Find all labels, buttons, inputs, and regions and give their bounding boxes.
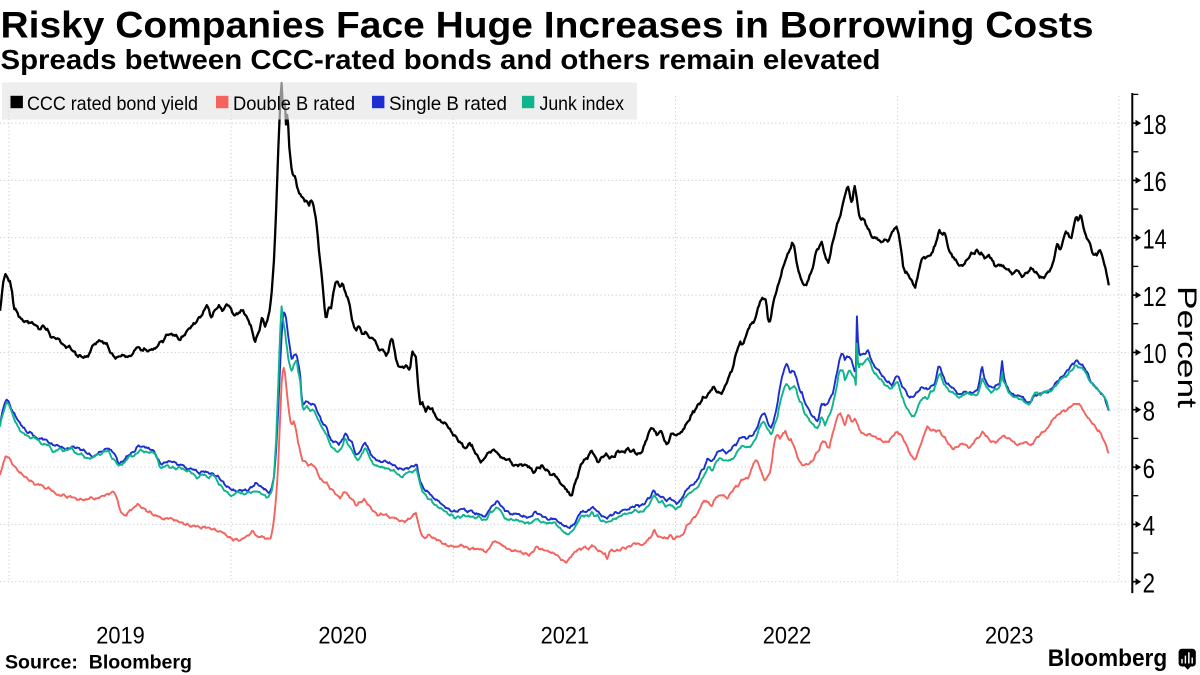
svg-text:2020: 2020 xyxy=(318,623,367,650)
svg-text:2019: 2019 xyxy=(96,623,145,650)
svg-text:CCC rated bond yield: CCC rated bond yield xyxy=(27,93,198,115)
svg-text:2023: 2023 xyxy=(985,623,1034,650)
svg-text:12: 12 xyxy=(1143,281,1167,312)
svg-text:Percent: Percent xyxy=(1172,286,1200,409)
svg-text:14: 14 xyxy=(1143,224,1167,255)
svg-text:Junk index: Junk index xyxy=(540,93,625,115)
svg-text:Source: Bloomberg: Source: Bloomberg xyxy=(5,651,192,673)
svg-text:2021: 2021 xyxy=(541,623,590,650)
svg-text:10: 10 xyxy=(1143,338,1167,369)
svg-text:2022: 2022 xyxy=(763,623,812,650)
svg-text:2: 2 xyxy=(1143,568,1155,599)
svg-text:18: 18 xyxy=(1143,109,1167,140)
svg-text:6: 6 xyxy=(1143,453,1155,484)
svg-text:Single B rated: Single B rated xyxy=(389,93,507,115)
svg-text:Bloomberg: Bloomberg xyxy=(1048,645,1168,672)
svg-text:Risky Companies Face Huge Incr: Risky Companies Face Huge Increases in B… xyxy=(1,4,1094,46)
svg-text:Spreads between CCC-rated bond: Spreads between CCC-rated bonds and othe… xyxy=(1,44,881,75)
svg-text:16: 16 xyxy=(1143,166,1167,197)
svg-text:4: 4 xyxy=(1143,510,1155,541)
svg-text:Double B rated: Double B rated xyxy=(233,93,355,115)
svg-text:8: 8 xyxy=(1143,396,1155,427)
